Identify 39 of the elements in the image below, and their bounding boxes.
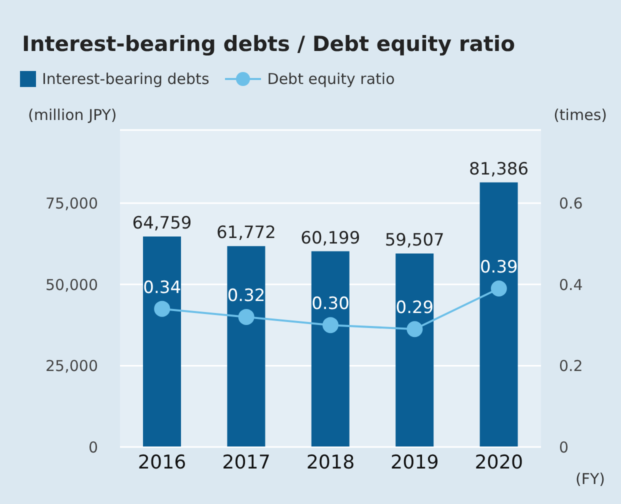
x-tick-label: 2020 <box>474 451 524 474</box>
y-tick-label: 75,000 <box>46 194 98 212</box>
data-label: 0.29 <box>396 298 434 318</box>
bar <box>311 251 350 447</box>
x-tick-label: 2016 <box>138 451 186 474</box>
data-label: 60,199 <box>300 228 360 248</box>
data-label: 59,507 <box>384 230 444 251</box>
bar <box>227 246 266 447</box>
x-tick-label: 2018 <box>306 451 355 474</box>
legend-label: Debt equity ratio <box>266 70 395 88</box>
data-label: 81,386 <box>469 159 529 180</box>
y2-tick-label: 0.4 <box>559 276 583 294</box>
data-label: 0.30 <box>312 294 350 314</box>
x-axis-title: (FY) <box>576 470 605 488</box>
point <box>490 280 507 296</box>
data-label: 64,759 <box>132 213 192 234</box>
y-axis-title: (million JPY) <box>28 106 117 124</box>
y2-tick-label: 0 <box>559 438 569 456</box>
point <box>406 321 423 338</box>
x-tick-label: 2019 <box>390 451 439 474</box>
x-tick-label: 2017 <box>222 451 270 474</box>
y-tick-label: 50,000 <box>46 276 98 294</box>
bar <box>396 254 434 447</box>
legend-label: Interest-bearing debts <box>41 70 210 88</box>
y-tick-label: 25,000 <box>46 357 98 376</box>
point <box>154 300 170 317</box>
data-label: 0.34 <box>143 278 182 298</box>
point <box>322 317 338 334</box>
chart-title: Interest-bearing debts / Debt equity ratio <box>22 32 516 56</box>
y-tick-label: 0 <box>88 438 98 456</box>
bar <box>480 182 518 447</box>
data-label: 61,772 <box>216 223 276 244</box>
y2-axis-title: (times) <box>554 106 607 124</box>
y2-tick-label: 0.2 <box>559 357 583 376</box>
data-label: 0.39 <box>480 258 518 278</box>
data-label: 0.32 <box>227 286 266 306</box>
bar <box>143 236 181 447</box>
point <box>238 308 254 325</box>
y2-tick-label: 0.6 <box>559 194 583 212</box>
